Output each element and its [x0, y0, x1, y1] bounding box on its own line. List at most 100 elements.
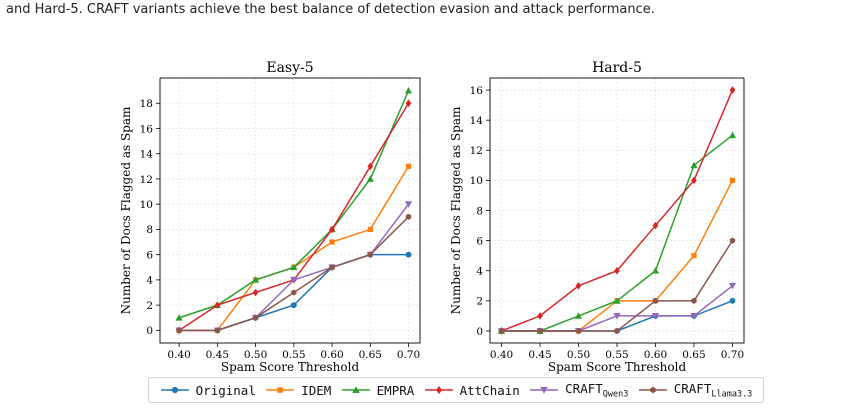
data-point	[252, 314, 259, 321]
data-point	[367, 251, 373, 258]
data-point	[329, 225, 335, 234]
x-tick-label: 0.45	[206, 349, 229, 361]
data-point	[404, 87, 413, 94]
y-tick-label: 8	[476, 205, 483, 217]
legend-label-subscript: Llama3.3	[711, 389, 753, 400]
data-point	[252, 288, 259, 297]
series-CRAFT_Llama3.3	[498, 237, 736, 335]
y-tick-label: 8	[146, 224, 153, 236]
data-point	[690, 161, 698, 169]
x-tick-label: 0.55	[605, 349, 628, 361]
data-point	[214, 301, 221, 309]
data-point	[498, 327, 505, 335]
legend-marker-icon	[424, 386, 453, 394]
y-axis-label: Number of Docs Flagged as Spam	[449, 106, 463, 314]
legend-item: EMPRA	[341, 382, 415, 398]
data-point	[329, 264, 335, 271]
data-point	[575, 282, 582, 290]
y-tick-label: 14	[470, 115, 484, 127]
y-tick-label: 2	[476, 296, 483, 308]
y-tick-label: 4	[476, 266, 483, 278]
data-point	[404, 201, 413, 208]
data-point	[691, 176, 697, 185]
legend-item: CRAFTQwen3	[529, 380, 629, 400]
data-point	[291, 289, 297, 296]
y-tick-label: 0	[476, 326, 483, 338]
data-point	[651, 267, 660, 274]
legend-item: AttChain	[424, 383, 520, 398]
legend-marker-icon	[638, 386, 667, 394]
legend-item: Original	[160, 383, 256, 398]
data-point	[729, 297, 736, 304]
y-tick-label: 12	[140, 174, 153, 186]
y-tick-label: 6	[476, 235, 483, 247]
data-point	[405, 163, 412, 169]
series-line	[178, 102, 410, 332]
x-tick-label: 0.65	[682, 349, 705, 361]
data-point	[613, 297, 621, 304]
data-point	[290, 302, 297, 309]
x-tick-label: 0.40	[167, 349, 190, 361]
data-point	[614, 266, 620, 275]
data-point	[652, 297, 659, 304]
legend-marker-icon	[266, 387, 295, 393]
y-tick-label: 10	[470, 175, 483, 187]
legend-label-subscript: Qwen3	[602, 389, 629, 400]
x-tick-label: 0.55	[282, 349, 305, 361]
chart-title: Hard-5	[592, 60, 642, 76]
y-tick-label: 4	[146, 275, 153, 287]
data-point	[613, 313, 621, 320]
plot-frame	[159, 77, 421, 344]
data-point	[367, 226, 373, 233]
data-point	[690, 313, 698, 320]
x-tick-label: 0.40	[490, 349, 513, 361]
y-tick-label: 16	[470, 85, 484, 97]
data-point	[728, 131, 737, 139]
data-point	[729, 86, 736, 94]
data-point	[729, 237, 736, 244]
data-point	[537, 312, 543, 320]
data-point	[367, 162, 374, 171]
chart-panel-1: 0.40 0.45 0.50 0.55 0.60 0.65 0.70 0 2 4 6 8 10 12 14 1…	[119, 60, 421, 374]
legend-label: CRAFTLlama3.3	[673, 380, 753, 400]
series-line	[179, 216, 410, 332]
data-point	[652, 221, 659, 230]
data-point	[729, 177, 736, 183]
data-point	[251, 276, 260, 283]
x-axis-label: Spam Score Threshold	[221, 360, 360, 374]
data-point	[574, 312, 583, 319]
data-point	[175, 314, 183, 321]
chart-panel-2: 0.40 0.45 0.50 0.55 0.60 0.65 0.70 0 2 4 6 8 10 12 14 1…	[449, 60, 745, 374]
x-tick-label: 0.50	[244, 349, 267, 361]
series-line	[501, 285, 733, 332]
data-point	[575, 327, 582, 335]
series-CRAFT_Llama3.3	[176, 213, 412, 334]
legend-label: EMPRA	[376, 382, 415, 398]
data-point	[651, 313, 660, 320]
data-point	[329, 239, 335, 245]
x-tick-label: 0.70	[721, 349, 744, 361]
y-tick-label: 2	[146, 300, 153, 312]
legend-label: CRAFTQwen3	[565, 380, 629, 400]
legend-item: IDEM	[265, 383, 331, 398]
legend-label: Original	[195, 382, 256, 398]
y-axis-label: Number of Docs Flagged as Spam	[119, 106, 133, 314]
x-tick-label: 0.50	[567, 349, 590, 361]
legend-marker-icon	[160, 386, 189, 394]
legend-marker-icon	[341, 386, 370, 394]
figure-caption: and Hard-5. CRAFT variants achieve the b…	[6, 2, 655, 17]
legend-marker-icon	[530, 386, 559, 394]
y-tick-label: 18	[140, 98, 153, 110]
y-tick-label: 14	[140, 149, 154, 161]
chart-legend: Original IDEM EMPRA AttChain CRAFTQwen3 CRAFT…	[148, 377, 764, 403]
x-tick-label: 0.60	[644, 349, 667, 361]
y-tick-label: 12	[470, 145, 483, 157]
y-tick-label: 10	[140, 199, 153, 211]
data-point	[214, 327, 221, 334]
data-point	[290, 263, 298, 271]
data-point	[366, 175, 374, 182]
chart-title: Easy-5	[266, 60, 313, 76]
data-point	[537, 327, 543, 335]
y-tick-label: 16	[140, 123, 154, 135]
data-point	[728, 282, 737, 290]
